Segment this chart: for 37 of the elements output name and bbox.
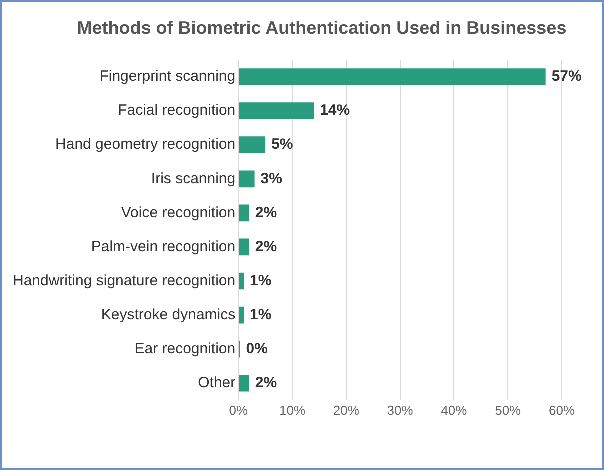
data-label: 2%	[255, 238, 278, 256]
x-tick-label: 40%	[441, 402, 468, 418]
x-tick-label: 0%	[229, 402, 248, 418]
y-tick-label: Iris scanning	[151, 170, 236, 188]
bar	[239, 238, 250, 256]
y-tick-label: Voice recognition	[121, 204, 236, 222]
y-tick-label: Keystroke dynamics	[101, 306, 236, 324]
data-label: 5%	[272, 136, 294, 154]
bar	[239, 170, 255, 188]
y-tick-label: Handwriting signature recognition	[12, 272, 236, 290]
data-label: 14%	[320, 102, 350, 120]
data-label: 57%	[552, 68, 582, 86]
x-tick-label: 20%	[333, 402, 360, 418]
bar	[239, 136, 266, 154]
y-tick-label: Other	[198, 374, 236, 392]
data-label: 3%	[260, 170, 282, 188]
x-tick-label: 10%	[280, 402, 306, 418]
y-tick-label: Hand geometry recognition	[56, 136, 236, 154]
data-label: 1%	[250, 272, 272, 290]
y-tick-label: Fingerprint scanning	[100, 68, 236, 86]
y-tick-label: Palm-vein recognition	[91, 238, 236, 256]
bar	[239, 374, 250, 392]
bar	[239, 204, 250, 222]
bar	[239, 306, 244, 324]
x-tick-label: 60%	[548, 402, 576, 418]
y-tick-label: Facial recognition	[118, 102, 236, 120]
y-tick-label: Ear recognition	[134, 340, 236, 358]
data-label: 1%	[250, 306, 272, 324]
chart-title: Methods of Biometric Authentication Used in Businesses	[76, 18, 568, 39]
bar	[239, 102, 314, 120]
bar	[239, 68, 546, 86]
x-tick-label: 30%	[387, 402, 414, 418]
x-tick-label: 50%	[495, 402, 522, 418]
data-label: 0%	[246, 340, 268, 358]
data-label: 2%	[255, 374, 278, 392]
data-label: 2%	[255, 204, 278, 222]
bar	[239, 272, 244, 290]
